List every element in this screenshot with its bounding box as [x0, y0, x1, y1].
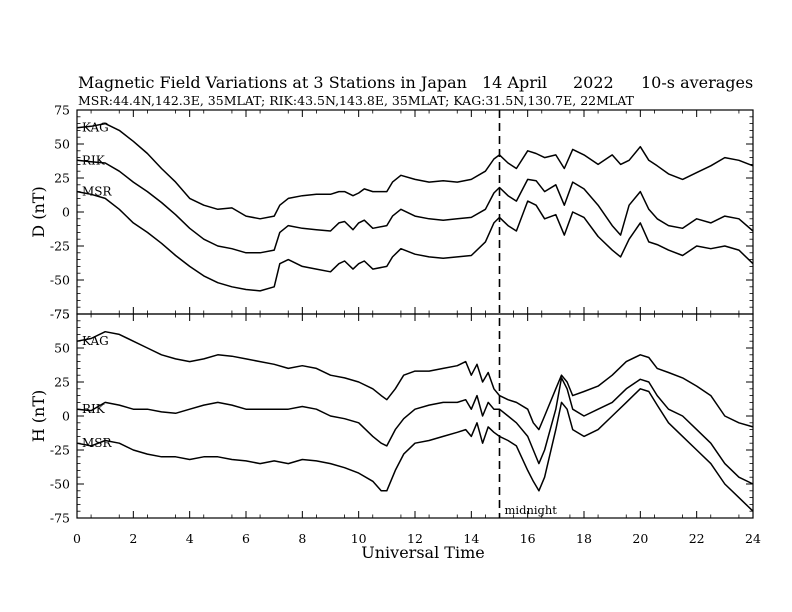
d-panel-series-msr — [76, 190, 754, 292]
xtick-label: 14 — [463, 531, 479, 546]
h-panel-ytick-label: -50 — [50, 477, 70, 492]
d-panel-ytick-label: 50 — [54, 137, 70, 152]
h-panel-ytick-label: -25 — [50, 443, 70, 458]
h-panel-ytick-label: -75 — [50, 511, 70, 526]
xtick-label: 18 — [576, 531, 592, 546]
h-panel-series-kag — [76, 330, 754, 431]
d-panel-ytick-label: -75 — [50, 307, 70, 322]
chart-title: Magnetic Field Variations at 3 Stations … — [78, 73, 467, 92]
h-panel-ytick-label: 50 — [54, 341, 70, 356]
chart-averaging: 10-s averages — [641, 73, 753, 92]
xtick-label: 10 — [351, 531, 367, 546]
chart-subtitle: MSR:44.4N,142.3E, 35MLAT; RIK:43.5N,143.… — [78, 93, 635, 108]
chart-year: 2022 — [573, 73, 614, 92]
xtick-label: 2 — [129, 531, 137, 546]
chart-date: 14 April — [482, 73, 547, 92]
xtick-label: 12 — [407, 531, 423, 546]
xtick-label: 22 — [689, 531, 705, 546]
d-panel-ytick-label: -50 — [50, 273, 70, 288]
xtick-label: 16 — [520, 531, 536, 546]
h-panel-frame — [76, 313, 754, 519]
xtick-label: 0 — [73, 531, 81, 546]
d-panel-series-kag — [76, 122, 754, 220]
d-panel-ylabel: D (nT) — [29, 186, 48, 237]
plot-layer: 75 50 25 0 -25 -50 -75 D (nT) KAG RIK MSR 75 50 25 0 -2… — [29, 103, 761, 547]
h-panel-ylabel: H (nT) — [29, 390, 48, 443]
h-panel-ytick-label: 25 — [54, 375, 70, 390]
h-panel-series-msr — [76, 388, 754, 512]
h-panel-series-label-rik: RIK — [82, 402, 106, 416]
h-panel-ytick-label: 0 — [62, 409, 70, 424]
h-panel-series-label-kag: KAG — [82, 334, 109, 348]
h-panel-series-rik — [76, 377, 754, 485]
h-panel-ytick-label: 75 — [54, 307, 70, 322]
xtick-label: 24 — [745, 531, 761, 546]
midnight-marker-label: midnight — [505, 503, 558, 517]
x-axis-label: Universal Time — [361, 543, 484, 562]
d-panel-series-rik — [76, 159, 754, 254]
xtick-label: 6 — [242, 531, 250, 546]
d-panel-series-label-msr: MSR — [82, 185, 113, 199]
d-panel-ytick-label: 0 — [62, 205, 70, 220]
xtick-label: 20 — [632, 531, 648, 546]
xtick-label: 4 — [186, 531, 194, 546]
xtick-label: 8 — [298, 531, 306, 546]
d-panel-series-label-kag: KAG — [82, 121, 109, 135]
d-panel-ytick-label: -25 — [50, 239, 70, 254]
h-panel-series-label-msr: MSR — [82, 436, 113, 450]
d-panel-ytick-label: 25 — [54, 171, 70, 186]
d-panel-ytick-label: 75 — [54, 103, 70, 118]
d-panel-series-label-rik: RIK — [82, 153, 106, 167]
